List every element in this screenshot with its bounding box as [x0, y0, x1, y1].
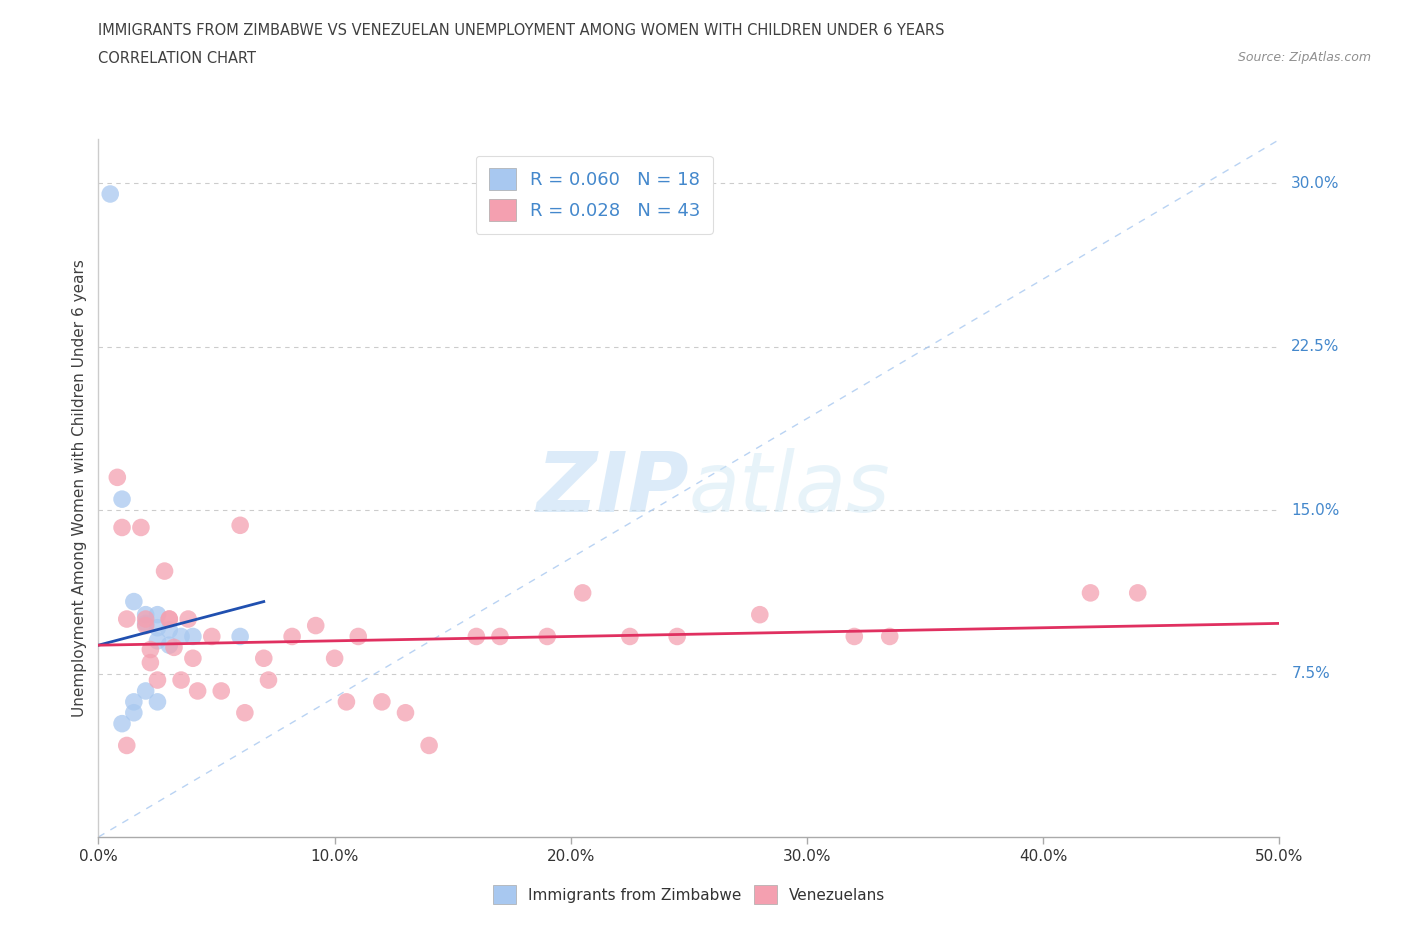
Point — [170, 672, 193, 687]
Text: ZIP: ZIP — [536, 447, 689, 529]
Point — [489, 629, 512, 644]
Point — [122, 705, 145, 720]
Point — [229, 518, 252, 533]
Point — [305, 618, 328, 633]
Point — [157, 638, 180, 653]
Point — [115, 612, 138, 627]
Point — [844, 629, 866, 644]
Text: IMMIGRANTS FROM ZIMBABWE VS VENEZUELAN UNEMPLOYMENT AMONG WOMEN WITH CHILDREN UN: IMMIGRANTS FROM ZIMBABWE VS VENEZUELAN U… — [98, 23, 945, 38]
Text: atlas: atlas — [689, 447, 890, 529]
Text: 7.5%: 7.5% — [1291, 666, 1330, 681]
Point — [233, 705, 256, 720]
Point — [135, 616, 157, 631]
Text: Source: ZipAtlas.com: Source: ZipAtlas.com — [1237, 51, 1371, 64]
Point — [229, 629, 252, 644]
Point — [253, 651, 276, 666]
Point — [465, 629, 488, 644]
Point — [157, 622, 180, 637]
Point — [139, 642, 162, 657]
Point — [257, 672, 280, 687]
Point — [347, 629, 370, 644]
Point — [1080, 586, 1102, 601]
Point — [105, 470, 128, 485]
Point — [98, 187, 121, 202]
Point — [209, 684, 232, 698]
Point — [181, 651, 204, 666]
Point — [146, 672, 169, 687]
Point — [111, 492, 134, 507]
Point — [619, 629, 641, 644]
Point — [418, 738, 440, 753]
Text: 30.0%: 30.0% — [1291, 176, 1340, 191]
Point — [571, 586, 593, 601]
Point — [666, 629, 689, 644]
Point — [115, 738, 138, 753]
Point — [129, 520, 152, 535]
Point — [146, 633, 169, 648]
Point — [146, 607, 169, 622]
Point — [1126, 586, 1149, 601]
Point — [122, 695, 145, 710]
Point — [163, 640, 186, 655]
Point — [135, 607, 157, 622]
Point — [157, 612, 180, 627]
Point — [281, 629, 304, 644]
Point — [157, 612, 180, 627]
Point — [153, 564, 176, 578]
Point — [394, 705, 416, 720]
Y-axis label: Unemployment Among Women with Children Under 6 years: Unemployment Among Women with Children U… — [72, 259, 87, 717]
Point — [139, 655, 162, 670]
Text: CORRELATION CHART: CORRELATION CHART — [98, 51, 256, 66]
Point — [181, 629, 204, 644]
Point — [170, 629, 193, 644]
Point — [536, 629, 558, 644]
Text: 22.5%: 22.5% — [1291, 339, 1340, 354]
Point — [323, 651, 346, 666]
Point — [146, 620, 169, 635]
Point — [201, 629, 224, 644]
Point — [135, 618, 157, 633]
Point — [111, 716, 134, 731]
Point — [748, 607, 770, 622]
Point — [122, 594, 145, 609]
Legend: Immigrants from Zimbabwe, Venezuelans: Immigrants from Zimbabwe, Venezuelans — [484, 876, 894, 913]
Point — [135, 684, 157, 698]
Point — [187, 684, 209, 698]
Point — [879, 629, 901, 644]
Point — [335, 695, 357, 710]
Point — [111, 520, 134, 535]
Text: 15.0%: 15.0% — [1291, 502, 1340, 518]
Point — [146, 695, 169, 710]
Point — [177, 612, 200, 627]
Point — [371, 695, 394, 710]
Point — [135, 612, 157, 627]
